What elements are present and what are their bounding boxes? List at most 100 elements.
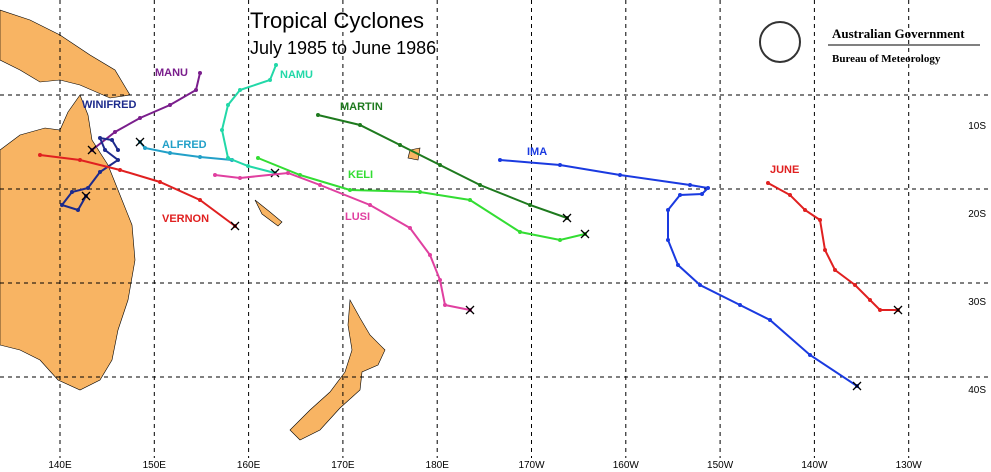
track-point (143, 146, 147, 150)
agency: Australian Government (832, 26, 965, 41)
track-point (76, 208, 80, 212)
track-point (316, 113, 320, 117)
track-point (833, 268, 837, 272)
longitude-label: 160E (237, 460, 261, 471)
cyclone-name: JUNE (770, 164, 799, 176)
cyclone-name: IMA (527, 146, 547, 158)
longitude-label: 150E (143, 460, 167, 471)
track-point (38, 153, 42, 157)
track-point (688, 183, 692, 187)
track-point (298, 173, 302, 177)
track-point (103, 148, 107, 152)
track-point (666, 208, 670, 212)
end-marker (230, 221, 240, 231)
end-marker (81, 191, 91, 201)
latitude-label: 30S (968, 297, 986, 308)
track-point (823, 248, 827, 252)
longitude-label: 170E (331, 460, 355, 471)
track-point (706, 186, 710, 190)
track-point (618, 173, 622, 177)
track-point (98, 170, 102, 174)
track-point (213, 173, 217, 177)
cyclone-name: NAMU (280, 69, 313, 81)
track-point (198, 71, 202, 75)
track-point (268, 78, 272, 82)
latitude-label: 10S (968, 121, 986, 132)
longitude-label: 130W (896, 460, 923, 471)
cyclone-name: LUSI (345, 211, 370, 223)
track-point (220, 128, 224, 132)
track-point (168, 103, 172, 107)
latitude-label: 20S (968, 209, 986, 220)
track-point (138, 116, 142, 120)
track (91, 72, 201, 151)
track-point (318, 183, 322, 187)
track-point (238, 88, 242, 92)
track-point (498, 158, 502, 162)
track-point (116, 148, 120, 152)
new-zealand (289, 298, 386, 441)
track-point (60, 203, 64, 207)
longitude-label: 140W (801, 460, 828, 471)
track-point (256, 156, 260, 160)
longitude-label: 160W (613, 460, 640, 471)
track-point (408, 226, 412, 230)
bureau: Bureau of Meteorology (832, 53, 941, 65)
track-point (368, 203, 372, 207)
crest (759, 21, 801, 63)
track-point (666, 238, 670, 242)
track-point (700, 192, 704, 196)
track-point (194, 88, 198, 92)
track-point (113, 130, 117, 134)
title: Tropical Cyclones (250, 8, 424, 33)
track-point (86, 186, 90, 190)
end-marker (87, 145, 97, 155)
track-point (168, 151, 172, 155)
track-point (853, 283, 857, 287)
track-point (766, 181, 770, 185)
end-marker (562, 213, 572, 223)
track-point (818, 218, 822, 222)
track-point (118, 168, 122, 172)
track-point (98, 136, 102, 140)
longitude-label: 140E (48, 460, 72, 471)
australia (0, 94, 136, 391)
end-marker (893, 305, 903, 315)
track-point (768, 318, 772, 322)
track-point (868, 298, 872, 302)
track (257, 157, 586, 242)
track (39, 154, 236, 227)
longitude-label: 180E (426, 460, 450, 471)
track-point (676, 263, 680, 267)
track-point (738, 303, 742, 307)
end-marker (580, 229, 590, 239)
track-point (246, 164, 250, 168)
track-point (878, 308, 882, 312)
track (214, 171, 471, 311)
longitude-label: 150W (707, 460, 734, 471)
cyclone-name: WINIFRED (82, 99, 136, 111)
latitude-label: 40S (968, 385, 986, 396)
track-point (418, 190, 422, 194)
track-point (116, 158, 120, 162)
track-point (238, 176, 242, 180)
track-point (678, 193, 682, 197)
track-point (558, 163, 562, 167)
track-point (438, 163, 442, 167)
track-point (70, 190, 74, 194)
end-marker (465, 305, 475, 315)
track-point (78, 158, 82, 162)
track-point (348, 188, 352, 192)
cyclone-name: ALFRED (162, 139, 207, 151)
track-point (428, 253, 432, 257)
track-point (558, 238, 562, 242)
tracks: MANU WINIFRED ALFRED NAMU MARTIN KELI LUSI VERN… (38, 63, 903, 391)
track-point (443, 303, 447, 307)
cyclone-name: MARTIN (340, 101, 383, 113)
longitude-label: 170W (518, 460, 545, 471)
track-point (438, 278, 442, 282)
track-point (788, 193, 792, 197)
